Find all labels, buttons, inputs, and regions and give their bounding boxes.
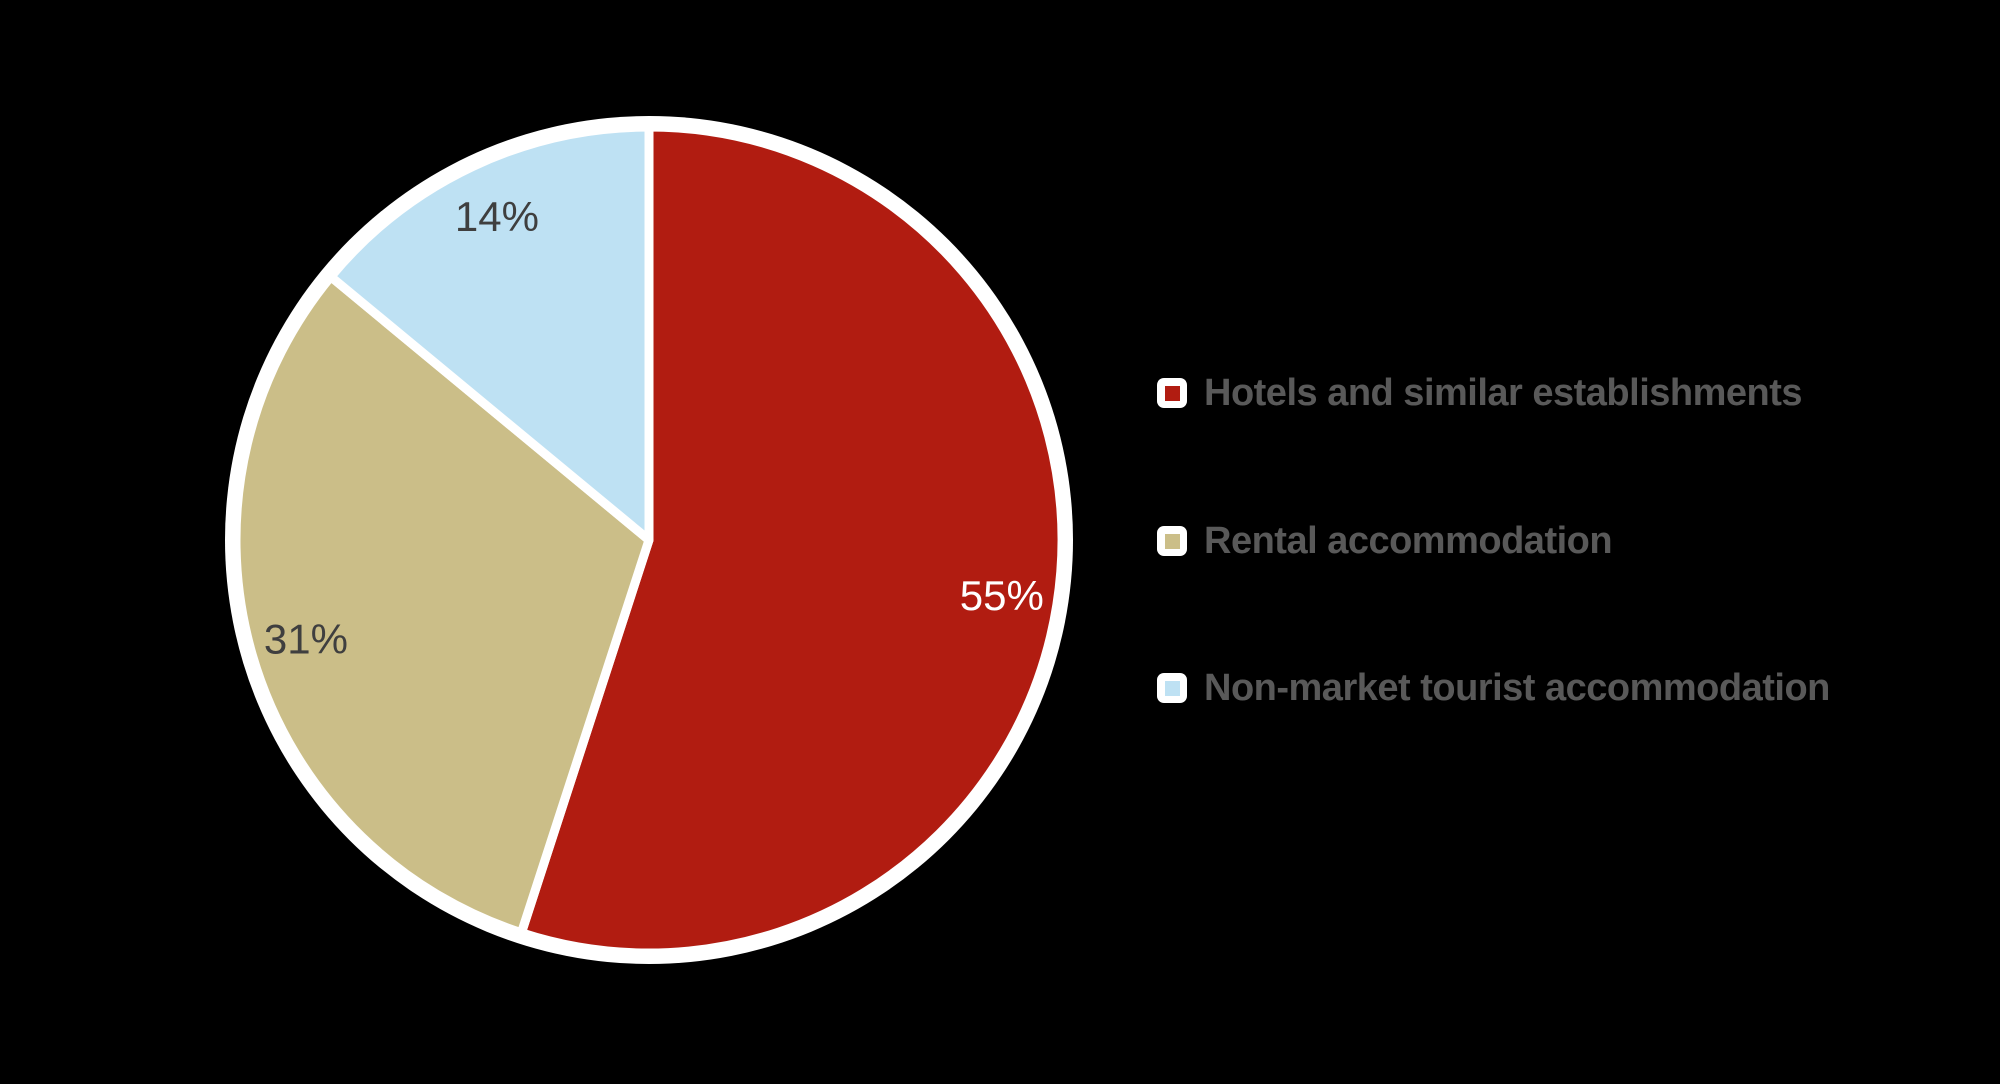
legend-marker-non-market-icon (1157, 673, 1187, 703)
pie-label-rental: 31% (264, 616, 348, 663)
legend-item-hotels: Hotels and similar establishments (1157, 361, 1803, 425)
legend-marker-fill (1164, 533, 1180, 549)
pie-label-hotels: 55% (960, 572, 1044, 619)
legend-item-rental: Rental accommodation (1157, 509, 1613, 573)
pie-label-non-market: 14% (455, 193, 539, 240)
legend-marker-fill (1164, 680, 1180, 696)
legend-marker-hotels-icon (1157, 378, 1187, 408)
legend-marker-rental-icon (1157, 526, 1187, 556)
pie-slice-rental (231, 272, 654, 938)
pie-slice-non-market (326, 122, 654, 545)
legend-item-non-market: Non-market tourist accommodation (1157, 656, 1830, 720)
legend-marker-fill (1164, 385, 1180, 401)
pie-slice-hotels (516, 122, 1067, 958)
legend-label-non-market: Non-market tourist accommodation (1204, 666, 1830, 709)
legend-label-rental: Rental accommodation (1204, 519, 1613, 562)
legend-label-hotels: Hotels and similar establishments (1204, 371, 1803, 414)
